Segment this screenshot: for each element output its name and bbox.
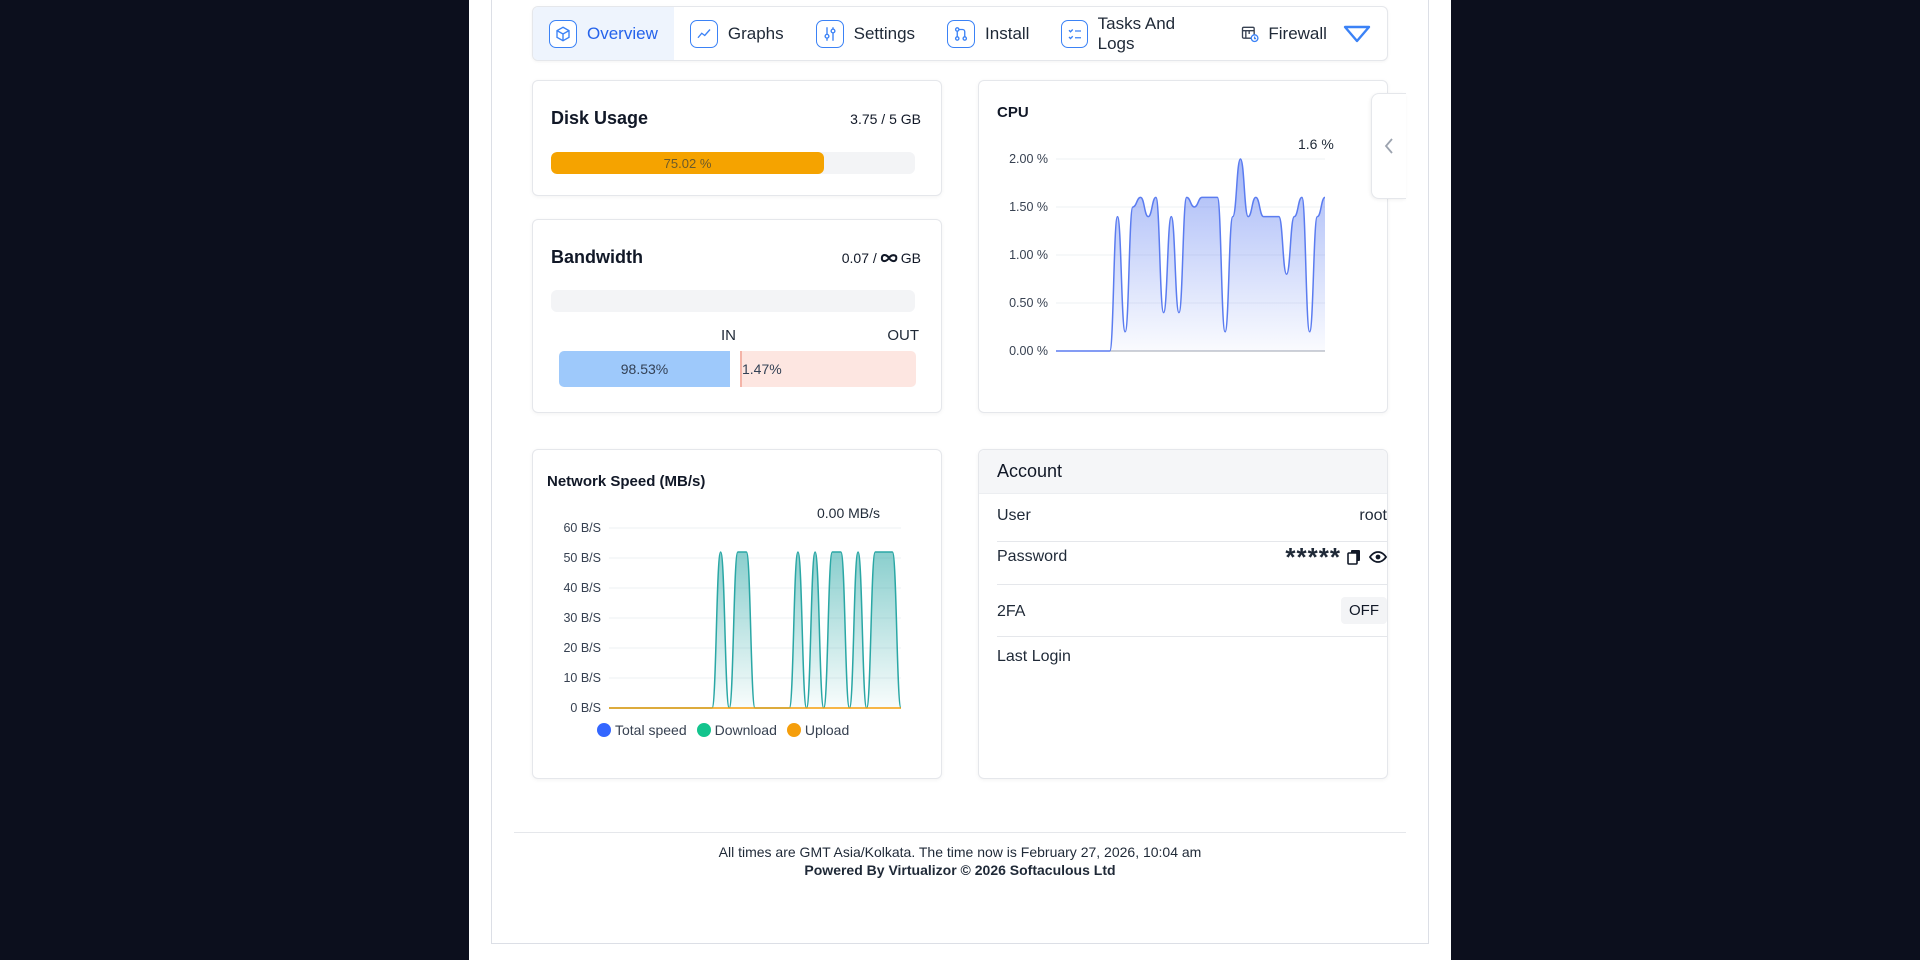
tab-bar: Overview Graphs Settings Install Tasks A…	[532, 6, 1388, 61]
twofa-status-badge[interactable]: OFF	[1341, 597, 1387, 624]
last-login-label: Last Login	[997, 648, 1071, 665]
series-area	[609, 552, 901, 708]
tab-label: Graphs	[727, 23, 784, 43]
legend-upload[interactable]: Upload	[786, 722, 850, 738]
network-chart: 60 B/S 50 B/S 40 B/S 30 B/S 20 B/S 10 B/S 0 B/…	[563, 521, 902, 715]
bandwidth-card: Bandwidth 0.07 / GB IN OUT 98.53% 1.47%	[532, 219, 942, 413]
y-tick-label: 20 B/S	[563, 641, 601, 655]
disk-usage-percent: 75.02 %	[663, 155, 712, 171]
account-header: Account	[979, 450, 1387, 494]
account-row-user: User root	[997, 507, 1387, 542]
account-row-password: Password *****	[997, 542, 1387, 585]
bandwidth-in-label: IN	[721, 327, 736, 344]
tab-graphs[interactable]: Graphs	[674, 7, 800, 60]
bandwidth-value: 0.07 / GB	[842, 250, 921, 266]
tab-label: Firewall	[1268, 23, 1327, 43]
tab-tasks-and-logs[interactable]: Tasks And Logs	[1045, 7, 1224, 60]
password-label: Password	[997, 548, 1068, 565]
cpu-chart: 2.00 % 1.50 % 1.00 % 0.50 % 0.00 %	[1009, 152, 1326, 358]
footer-powered-by: Powered By Virtualizor © 2026 Softaculou…	[804, 862, 1116, 878]
disk-usage-progress-fill: 75.02 %	[551, 152, 825, 174]
bandwidth-used: 0.07 /	[841, 250, 877, 266]
legend-total-speed[interactable]: Total speed	[597, 722, 687, 738]
cpu-chart-title: CPU	[997, 104, 1029, 121]
account-row-last-login: Last Login	[997, 640, 1387, 676]
password-masked-value: *****	[1285, 542, 1341, 572]
account-title: Account	[997, 461, 1063, 481]
checklist-icon	[1061, 19, 1088, 48]
network-legend: Total speed Download Upload	[597, 722, 859, 738]
legend-label: Upload	[804, 722, 850, 738]
infinity-icon	[880, 254, 898, 263]
y-tick-label: 1.00 %	[1009, 248, 1048, 262]
y-tick-label: 0 B/S	[570, 701, 601, 715]
tab-label: Tasks And Logs	[1097, 13, 1176, 53]
y-tick-label: 10 B/S	[563, 671, 601, 685]
bandwidth-unit: GB	[900, 250, 921, 266]
git-branch-icon	[947, 19, 976, 48]
legend-label: Download	[714, 722, 777, 738]
tab-install[interactable]: Install	[931, 7, 1045, 60]
account-row-2fa: 2FA OFF	[997, 593, 1387, 637]
sidebar-toggle[interactable]	[1371, 93, 1406, 199]
footer-divider	[514, 832, 1406, 833]
firewall-icon	[1240, 24, 1260, 44]
tab-label: Install	[985, 23, 1030, 43]
disk-usage-card: Disk Usage 3.75 / 5 GB 75.02 %	[532, 80, 942, 196]
legend-dot-upload	[786, 723, 801, 737]
disk-usage-progress: 75.02 %	[551, 152, 915, 174]
sliders-icon	[815, 19, 844, 48]
main-panel: Overview Graphs Settings Install Tasks A…	[469, 0, 1451, 960]
chevron-left-icon	[1384, 138, 1393, 154]
series-area	[1056, 159, 1325, 351]
disk-usage-title: Disk Usage	[551, 108, 649, 128]
network-chart-title: Network Speed (MB/s)	[547, 473, 706, 490]
footer-time-note: All times are GMT Asia/Kolkata. The time…	[718, 844, 1202, 860]
y-tick-label: 50 B/S	[563, 551, 601, 565]
cpu-readout: 1.6 %	[1298, 136, 1334, 152]
bandwidth-in-percent: 98.53%	[620, 361, 669, 377]
account-card: Account User root Password ***** 2FA OFF…	[978, 449, 1388, 779]
network-readout: 0.00 MB/s	[817, 505, 881, 521]
y-tick-label: 0.00 %	[1009, 344, 1048, 358]
y-tick-label: 2.00 %	[1009, 152, 1048, 166]
legend-label: Total speed	[615, 722, 687, 738]
user-value: root	[1359, 507, 1387, 524]
bandwidth-in-bar: 98.53%	[559, 351, 730, 387]
series-line	[1056, 158, 1326, 352]
tab-overview[interactable]: Overview	[533, 7, 674, 60]
cpu-card: CPU 1.6 % 2.00 % 1.50 % 1.00 % 0.50 % 0.00 %	[978, 80, 1388, 413]
bandwidth-out-label: OUT	[887, 327, 919, 344]
user-label: User	[997, 507, 1031, 524]
line-chart-icon	[689, 19, 718, 48]
bandwidth-out-bar: 1.47%	[740, 351, 916, 387]
tab-firewall[interactable]: Firewall	[1224, 7, 1343, 60]
y-tick-label: 0.50 %	[1009, 296, 1048, 310]
legend-download[interactable]: Download	[696, 722, 777, 738]
y-tick-label: 30 B/S	[563, 611, 601, 625]
cube-icon	[549, 19, 577, 48]
y-tick-label: 1.50 %	[1009, 200, 1048, 214]
content-frame	[491, 0, 1429, 944]
eye-icon[interactable]	[1369, 550, 1387, 564]
legend-dot-total	[597, 723, 611, 737]
bandwidth-title: Bandwidth	[551, 247, 643, 267]
tab-settings[interactable]: Settings	[800, 7, 931, 60]
disk-usage-value: 3.75 / 5 GB	[850, 111, 921, 127]
tab-label: Settings	[853, 23, 916, 43]
network-speed-card: Network Speed (MB/s) 0.00 MB/s 60 B/S 50 …	[532, 449, 942, 779]
copy-icon[interactable]	[1347, 549, 1361, 565]
tab-label: Overview	[587, 23, 658, 43]
y-tick-label: 40 B/S	[563, 581, 601, 595]
y-tick-label: 60 B/S	[563, 521, 601, 535]
password-value-group: *****	[1285, 542, 1387, 572]
twofa-label: 2FA	[997, 603, 1026, 620]
bandwidth-out-percent: 1.47%	[742, 361, 782, 377]
bandwidth-progress	[551, 290, 915, 312]
legend-dot-download	[696, 723, 711, 737]
more-tabs-chevron-down-icon[interactable]	[1343, 23, 1371, 45]
